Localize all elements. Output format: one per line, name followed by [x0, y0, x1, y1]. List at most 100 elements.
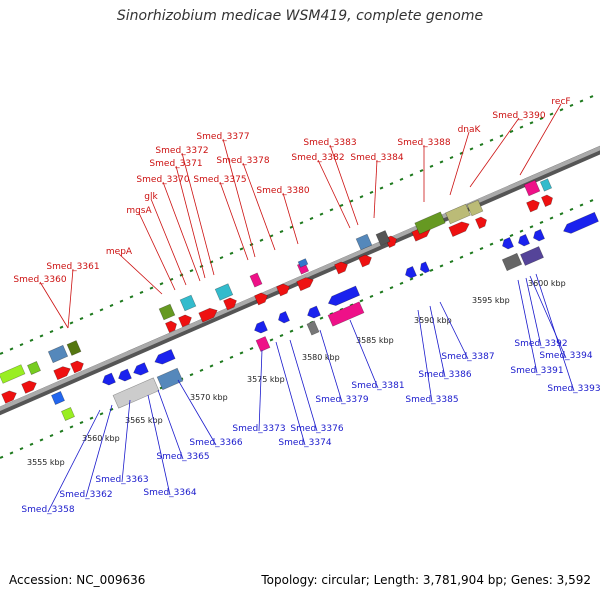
feature-box-6-shape: [179, 294, 197, 312]
reverse-annotation: Smed_3358: [21, 409, 101, 515]
forward-leader: [219, 181, 249, 261]
reverse-label: Smed_3393: [547, 384, 600, 394]
reverse-gene-10: [420, 261, 431, 274]
reverse-label: Smed_3385: [405, 395, 458, 405]
forward-leader: [329, 144, 359, 226]
feature-box-23-shape: [306, 320, 320, 336]
tick-mark: [229, 355, 234, 359]
forward-annotation: Smed_3361: [46, 262, 100, 329]
forward-annotation: Smed_3384: [350, 153, 404, 219]
ruler-label: 3565 kbp: [125, 416, 163, 425]
tick-mark: [269, 234, 274, 238]
reverse-label: Smed_3386: [418, 370, 471, 380]
reverse-label: Smed_3374: [278, 438, 331, 448]
forward-label: Smed_3382: [291, 153, 344, 163]
feature-box-17-shape: [539, 178, 553, 192]
forward-annotation: mgsA: [126, 206, 176, 291]
forward-leader: [118, 253, 163, 295]
forward-leader: [222, 138, 256, 258]
forward-gene-9-shape: [254, 292, 268, 306]
tick-mark: [239, 351, 244, 355]
reverse-gene-8-shape: [327, 285, 361, 306]
forward-leader: [150, 198, 187, 286]
reverse-gene-13-shape: [533, 229, 545, 242]
forward-label: mgsA: [126, 206, 152, 216]
feature-box-3: [47, 344, 69, 364]
tick-mark: [559, 108, 564, 112]
forward-annotation: Smed_3371: [149, 159, 206, 279]
tick-mark: [199, 368, 204, 372]
feature-box-17: [539, 178, 553, 192]
forward-leader: [317, 159, 351, 229]
feature-box-7-shape: [214, 283, 234, 301]
tick-mark: [479, 142, 484, 147]
tick-mark: [9, 451, 14, 455]
forward-label: Smed_3375: [193, 175, 246, 185]
feature-box-16: [523, 179, 541, 197]
feature-box-26: [520, 246, 544, 266]
reverse-leader: [157, 389, 184, 460]
forward-gene-3-shape: [53, 366, 71, 381]
feature-box-20: [112, 377, 160, 409]
feature-box-25-shape: [501, 252, 523, 272]
forward-label: Smed_3372: [155, 146, 208, 156]
reverse-gene-4: [154, 349, 176, 365]
feature-box-16-shape: [523, 179, 541, 197]
forward-label: dnaK: [458, 125, 482, 135]
tick-mark: [69, 321, 74, 325]
feature-box-5-shape: [158, 303, 176, 321]
forward-leader: [138, 212, 176, 291]
reverse-gene-1: [102, 372, 116, 386]
forward-gene-13-shape: [358, 254, 372, 268]
ruler-label: 3585 kbp: [356, 336, 394, 345]
reverse-gene-1-shape: [102, 372, 116, 386]
tick-mark: [569, 103, 574, 107]
forward-gene-8: [223, 297, 237, 311]
tick-mark: [29, 338, 34, 342]
tick-mark: [299, 221, 304, 225]
reverse-gene-5-shape: [254, 320, 268, 334]
tick-mark: [89, 416, 94, 420]
reverse-annotation: Smed_3366: [177, 379, 243, 448]
tick-mark: [289, 225, 294, 229]
reverse-gene-9-shape: [405, 266, 417, 279]
forward-annotation: dnaK: [449, 125, 482, 196]
ruler-label: 3555 kbp: [27, 458, 65, 467]
reverse-gene-9: [405, 266, 417, 279]
feature-box-18: [51, 391, 65, 405]
tick-mark: [589, 95, 594, 99]
reverse-label: Smed_3363: [95, 475, 148, 485]
feature-box-22: [255, 336, 271, 352]
reverse-gene-7: [307, 305, 321, 319]
reverse-leader: [429, 305, 446, 378]
tick-mark: [349, 199, 354, 203]
reverse-leader: [319, 329, 343, 403]
reverse-leader: [439, 301, 469, 360]
tick-mark: [89, 312, 94, 316]
tick-mark: [439, 264, 444, 268]
reverse-annotation: Smed_3364: [143, 394, 197, 498]
feature-box-13: [414, 211, 446, 235]
reverse-annotation: Smed_3374: [275, 341, 332, 448]
tick-mark: [19, 447, 24, 451]
feature-box-12-shape: [375, 230, 391, 246]
tick-mark: [499, 134, 504, 138]
tick-mark: [49, 434, 54, 438]
reverse-leader: [349, 319, 379, 389]
forward-annotation: Smed_3375: [193, 175, 249, 261]
tick-mark: [0, 455, 4, 459]
upper-tick-row: [0, 95, 594, 355]
map-title: Sinorhizobium medicae WSM419, complete g…: [116, 8, 484, 24]
tick-mark: [419, 169, 424, 173]
tick-mark: [249, 347, 254, 351]
tick-mark: [569, 207, 574, 211]
forward-label: recF: [551, 97, 570, 107]
forward-gene-3: [53, 366, 71, 381]
tick-mark: [199, 264, 204, 268]
tick-mark: [409, 277, 414, 281]
tick-mark: [239, 247, 244, 251]
reverse-annotation: Smed_3392: [514, 277, 568, 349]
reverse-annotation: Smed_3362: [59, 404, 113, 500]
tick-mark: [9, 347, 14, 351]
